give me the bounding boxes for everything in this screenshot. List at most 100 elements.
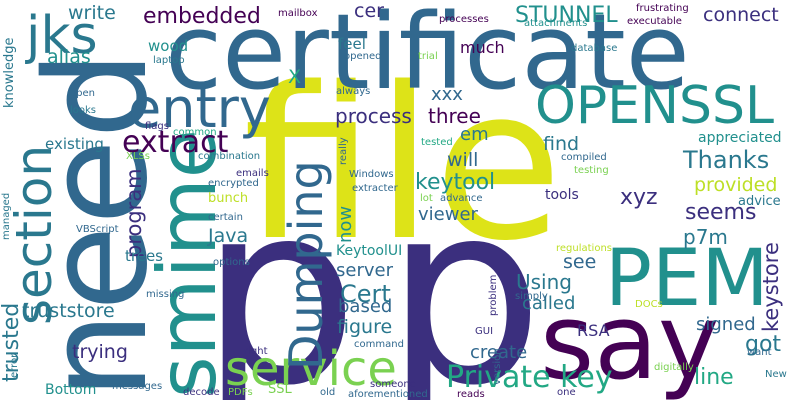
word-appreciated: appreciated: [698, 130, 782, 146]
word-extracter: extracter: [352, 183, 398, 194]
word-flags: flags: [145, 121, 169, 132]
word-jks: jks: [26, 6, 98, 66]
word-laptop: laptop: [153, 55, 185, 66]
word-connect: connect: [703, 4, 779, 26]
word-simply: simply: [515, 291, 548, 302]
word-RSA: RSA: [577, 321, 610, 340]
word-called: called: [522, 293, 576, 314]
word-options: options: [213, 257, 250, 268]
word-p: p: [200, 149, 359, 400]
word-p-2: p: [385, 149, 544, 400]
word-em: em: [460, 124, 489, 145]
word-figure: figure: [337, 316, 393, 338]
word-X: X: [288, 66, 302, 88]
word-service: service: [225, 341, 397, 397]
word-want: want: [747, 347, 772, 358]
word-three: three: [428, 104, 481, 128]
word-lot: lot: [420, 193, 433, 204]
word-advice: advice: [738, 194, 781, 209]
word-write: write: [68, 2, 116, 24]
word-processes: processes: [439, 14, 489, 25]
word-create: create: [470, 342, 528, 363]
word-program: program: [122, 168, 146, 258]
word-tools: tools: [545, 187, 579, 203]
word-see: see: [563, 251, 597, 273]
word-cer: cer: [354, 0, 384, 22]
word-DOCs: DOCs: [635, 299, 663, 310]
word-alias: alias: [47, 46, 91, 68]
word-wood: wood: [148, 37, 189, 55]
word-mailbox: mailbox: [278, 8, 318, 19]
word-emails: emails: [236, 168, 269, 179]
word-private-key: Private key: [446, 360, 613, 395]
word-Bottom: Bottom: [45, 382, 97, 398]
word-certificate: certificate: [165, 0, 690, 113]
word-PDFs: PDFs: [228, 387, 253, 398]
word-opened: opened: [344, 51, 382, 62]
word-compiled: compiled: [561, 152, 607, 163]
word-old: old: [320, 387, 336, 398]
word-seems: seems: [685, 200, 757, 225]
word-problem: problem: [488, 274, 499, 316]
word-file: file: [243, 42, 563, 287]
word-messages: messages: [112, 381, 163, 392]
word-say: say: [540, 281, 720, 400]
word-one: one: [557, 387, 576, 398]
word-regulations: regulations: [556, 243, 613, 254]
word-find: find: [543, 133, 580, 155]
word-looks: looks: [70, 105, 97, 116]
word-frustrating: frustrating: [636, 3, 689, 14]
word-advance: advance: [440, 193, 483, 204]
word-process: process: [335, 104, 412, 128]
word-knowledge: knowledge: [2, 37, 17, 108]
word-embedded: embedded: [143, 4, 261, 29]
word-xyz: xyz: [620, 185, 658, 210]
word-KeytoolUI: KeytoolUI: [336, 243, 403, 259]
word-trees: trees: [125, 247, 163, 265]
word-Using: Using: [516, 270, 572, 294]
word-section: section: [5, 144, 63, 325]
word-testing: testing: [574, 165, 609, 176]
word-signed: signed: [696, 314, 756, 335]
word-someone: someone: [370, 379, 416, 390]
word-common: common: [173, 127, 217, 138]
word-viewer: viewer: [418, 204, 478, 225]
word-now: now: [335, 205, 356, 243]
word-will: will: [447, 149, 479, 171]
word-VBScript: VBScript: [76, 224, 119, 235]
word-really: really: [338, 137, 349, 165]
word-reads: reads: [457, 389, 485, 400]
word-extract: extract: [122, 125, 229, 160]
word-truststore: truststore: [22, 300, 115, 322]
word-executable: executable: [627, 16, 682, 27]
word-much: much: [460, 38, 505, 57]
word-certain: certain: [208, 212, 243, 223]
word-missing: missing: [146, 289, 185, 300]
word-managed: managed: [1, 192, 12, 240]
word-provided: provided: [694, 174, 778, 196]
word-keytool: keytool: [415, 170, 496, 195]
word-PEM: PEM: [605, 234, 769, 324]
word-trying: trying: [72, 341, 128, 363]
word-line: line: [694, 365, 734, 390]
word-p7m: p7m: [683, 225, 728, 249]
word-OPENSSL: OPENSSL: [535, 76, 775, 136]
word-tested: tested: [421, 137, 453, 148]
word-attachments: attachments: [524, 18, 588, 29]
word-based: based: [338, 296, 393, 317]
word-version: version: [492, 348, 503, 385]
word-bunch: bunch: [208, 191, 249, 206]
word-command: command: [354, 339, 404, 350]
word-combination: combination: [198, 151, 261, 162]
word-database: database: [571, 43, 618, 54]
word-trial: trial: [418, 51, 438, 62]
word-feel: feel: [338, 35, 366, 53]
word-New: New: [765, 369, 787, 380]
word-STUNNEL: STUNNEL: [515, 3, 618, 28]
word-Dumping: Dumping: [279, 160, 333, 370]
word-Cert: Cert: [340, 280, 391, 308]
word-Java: Java: [208, 225, 249, 247]
word-GUI: GUI: [475, 326, 494, 337]
word-open: open: [70, 88, 95, 99]
